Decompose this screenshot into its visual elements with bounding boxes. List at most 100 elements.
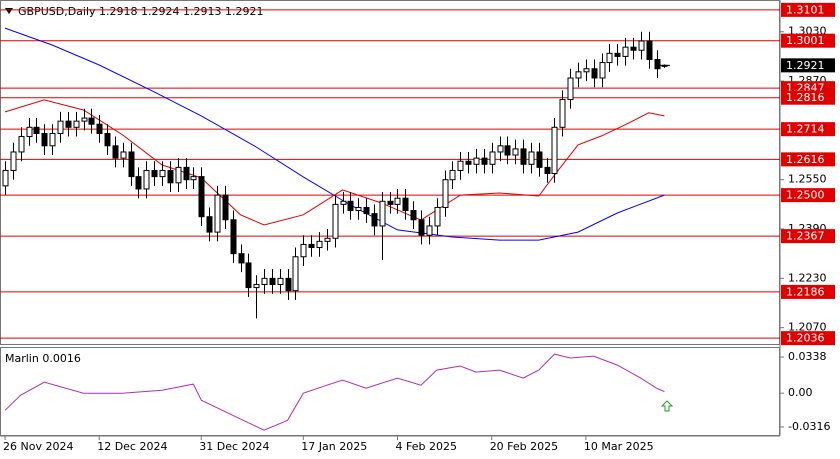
candle-body [387, 200, 394, 205]
candle-body [575, 71, 582, 79]
candle-body [606, 52, 613, 64]
candle-body [112, 145, 119, 159]
candle-body [308, 243, 315, 249]
candle-body [340, 200, 347, 205]
candle-body [206, 216, 213, 233]
candle-body [426, 225, 433, 236]
candle-body [277, 277, 284, 286]
candle-body [536, 151, 543, 168]
x-tick-label: 10 Mar 2025 [584, 440, 654, 453]
level-label: 1.2500 [786, 189, 825, 202]
candle-body [520, 148, 527, 165]
level-label-box [781, 284, 835, 299]
level-label: 1.2036 [786, 332, 825, 345]
indicator-line [4, 353, 665, 431]
candle-body [175, 166, 182, 184]
candle-body [261, 277, 268, 286]
candle-body [465, 160, 472, 165]
candle-body [128, 151, 135, 178]
level-label-box [781, 331, 835, 346]
candle-body [2, 169, 9, 187]
candle-body [159, 169, 166, 178]
candle-body [88, 117, 95, 125]
candle-body [10, 151, 17, 171]
candle-body [379, 200, 386, 227]
candle-body [26, 126, 33, 138]
candle-body [481, 157, 488, 165]
y-tick-label: -0.0316 [788, 420, 830, 433]
candle-body [442, 179, 449, 208]
last-price-label: 1.2921 [786, 59, 825, 72]
candle-body [120, 151, 127, 159]
level-label: 1.3001 [786, 34, 825, 47]
candle-body [198, 176, 205, 218]
y-tick-label: 0.00 [788, 386, 813, 399]
candle-body [285, 277, 292, 292]
candle-body [418, 219, 425, 236]
candle-body [143, 169, 150, 190]
candle-body [238, 253, 245, 264]
candle-body [410, 210, 417, 221]
x-tick-label: 12 Dec 2024 [97, 440, 167, 453]
chart-header: GBPUSD,Daily 1.2918 1.2924 1.2913 1.2921 [18, 5, 263, 18]
candle-body [57, 120, 64, 134]
candle-body [292, 256, 299, 292]
candle-body [96, 123, 103, 134]
candle-body [222, 194, 229, 221]
y-tick-label: 1.2230 [788, 271, 827, 284]
candle-body [457, 160, 464, 171]
level-label: 1.2616 [786, 153, 825, 166]
candle-body [135, 176, 142, 190]
candle-body [269, 277, 276, 286]
x-tick-label: 20 Feb 2025 [490, 440, 558, 453]
candle-body [73, 120, 80, 128]
candle-body [528, 151, 535, 165]
candle-body [489, 151, 496, 165]
candle-body [638, 40, 645, 51]
x-tick-label: 31 Dec 2024 [199, 440, 269, 453]
candle-body [630, 46, 637, 51]
candle-body [394, 197, 401, 205]
candle-body [591, 68, 598, 79]
y-tick-label: 1.2550 [788, 173, 827, 186]
candle-body [599, 62, 606, 79]
candle-body [245, 262, 252, 289]
level-label-box [781, 122, 835, 137]
level-label-box [781, 229, 835, 244]
candle-body [316, 240, 323, 249]
level-label: 1.2367 [786, 230, 825, 243]
candle-body [567, 77, 574, 101]
candle-body [614, 52, 621, 57]
candle-body [654, 58, 661, 70]
candle-body [214, 194, 221, 233]
level-label-box [781, 188, 835, 203]
candle-body [183, 166, 190, 181]
candle-body [512, 148, 519, 156]
candle-body [449, 169, 456, 181]
candle-body [253, 284, 260, 289]
level-label-box [781, 33, 835, 48]
candle-body [402, 197, 409, 212]
candle-body [65, 120, 72, 128]
candle-body [41, 132, 48, 147]
candle-body [332, 203, 339, 239]
candle-body [300, 243, 307, 258]
candle-body [190, 176, 197, 181]
y-tick-label: 1.2070 [788, 321, 827, 334]
candle-body [583, 68, 590, 73]
last-price-box [781, 58, 835, 73]
level-label: 1.2816 [786, 91, 825, 104]
candle-body [324, 237, 331, 242]
x-tick-label: 17 Jan 2025 [301, 440, 367, 453]
candle-body [33, 126, 40, 134]
candle-body [622, 46, 629, 57]
candle-body [230, 219, 237, 255]
candle-body [363, 206, 370, 215]
candle-body [81, 117, 88, 122]
y-tick-label: 0.0338 [788, 350, 827, 363]
candle-body [347, 200, 354, 212]
x-tick-label: 26 Nov 2024 [3, 440, 73, 453]
candle-body [18, 136, 25, 153]
candle-body [504, 145, 511, 156]
